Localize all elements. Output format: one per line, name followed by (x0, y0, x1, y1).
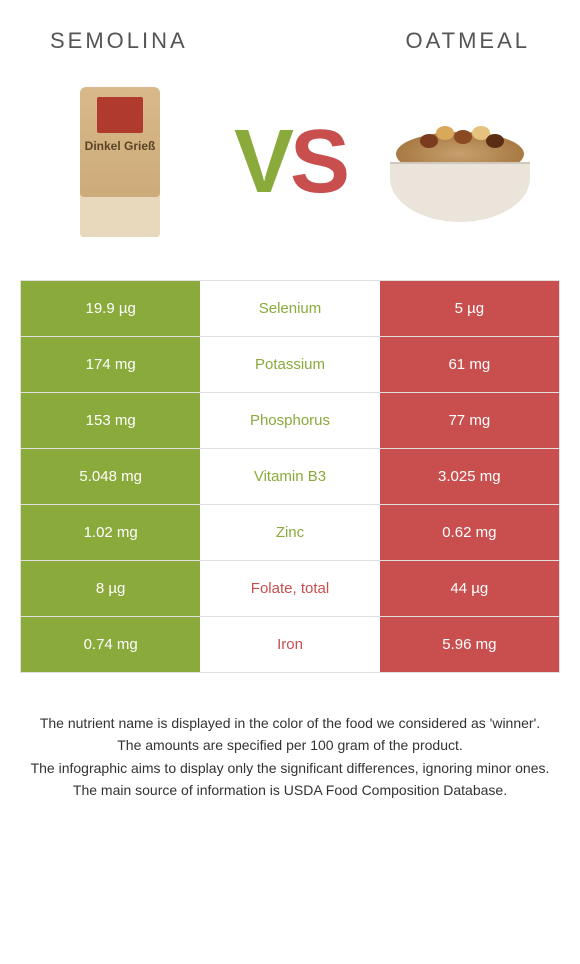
table-row: 1.02 mgZinc0.62 mg (21, 505, 559, 561)
right-value: 44 µg (380, 561, 559, 616)
left-value: 0.74 mg (21, 617, 200, 672)
nutrient-name: Folate, total (200, 561, 379, 616)
right-food-image (390, 77, 530, 247)
nutrient-name: Selenium (200, 281, 379, 336)
left-value: 5.048 mg (21, 449, 200, 504)
nutrient-table: 19.9 µgSelenium5 µg174 mgPotassium61 mg1… (20, 280, 560, 673)
right-value: 3.025 mg (380, 449, 559, 504)
nutrient-name: Vitamin B3 (200, 449, 379, 504)
bag-label: Dinkel Grieß (80, 139, 160, 153)
footnote-line: The main source of information is USDA F… (28, 780, 552, 800)
table-row: 153 mgPhosphorus77 mg (21, 393, 559, 449)
oatmeal-bowl-icon (390, 132, 530, 222)
infographic: SEMOLINA OATMEAL Dinkel Grieß VS (0, 0, 580, 822)
right-food-title: OATMEAL (405, 28, 530, 54)
right-value: 5 µg (380, 281, 559, 336)
nutrient-name: Potassium (200, 337, 379, 392)
vs-label: VS (234, 111, 346, 214)
left-food-image: Dinkel Grieß (50, 77, 190, 247)
right-value: 61 mg (380, 337, 559, 392)
left-value: 174 mg (21, 337, 200, 392)
left-value: 1.02 mg (21, 505, 200, 560)
table-row: 0.74 mgIron5.96 mg (21, 617, 559, 673)
header: SEMOLINA OATMEAL (20, 28, 560, 54)
table-row: 19.9 µgSelenium5 µg (21, 281, 559, 337)
nutrient-name: Zinc (200, 505, 379, 560)
table-row: 5.048 mgVitamin B33.025 mg (21, 449, 559, 505)
footnote-line: The infographic aims to display only the… (28, 758, 552, 778)
footnote-line: The amounts are specified per 100 gram o… (28, 735, 552, 755)
vs-s: S (290, 112, 346, 212)
left-food-title: SEMOLINA (50, 28, 188, 54)
vs-v: V (234, 112, 290, 212)
nutrient-name: Phosphorus (200, 393, 379, 448)
footnote-line: The nutrient name is displayed in the co… (28, 713, 552, 733)
table-row: 8 µgFolate, total44 µg (21, 561, 559, 617)
nutrient-name: Iron (200, 617, 379, 672)
right-value: 5.96 mg (380, 617, 559, 672)
left-value: 153 mg (21, 393, 200, 448)
left-value: 19.9 µg (21, 281, 200, 336)
semolina-bag-icon: Dinkel Grieß (80, 87, 160, 237)
right-value: 77 mg (380, 393, 559, 448)
right-value: 0.62 mg (380, 505, 559, 560)
hero-row: Dinkel Grieß VS (20, 72, 560, 252)
table-row: 174 mgPotassium61 mg (21, 337, 559, 393)
footnotes: The nutrient name is displayed in the co… (20, 713, 560, 800)
left-value: 8 µg (21, 561, 200, 616)
